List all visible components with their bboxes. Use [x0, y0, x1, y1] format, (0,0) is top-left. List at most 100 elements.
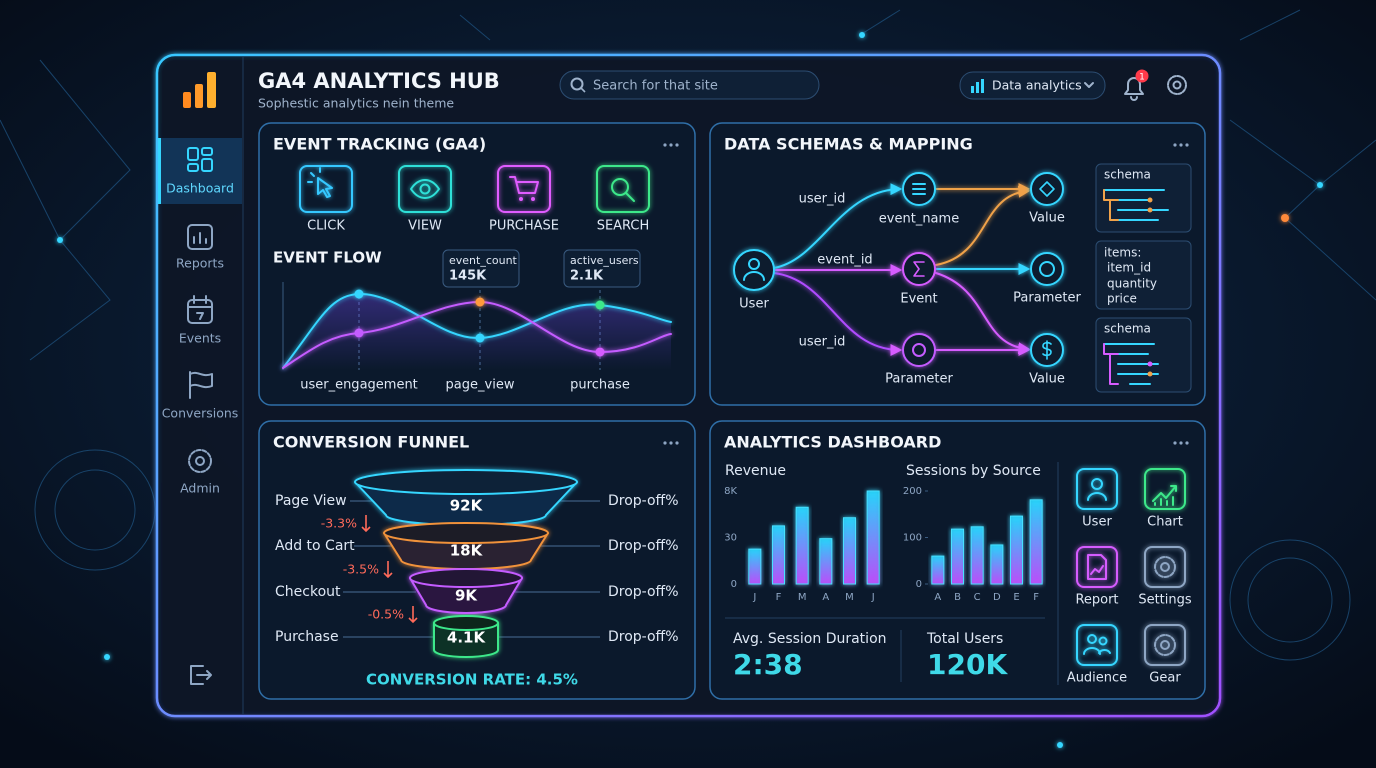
event-purchase-part[interactable] [497, 165, 551, 213]
nav-events-part-part[interactable] [187, 295, 213, 320]
nav-reports[interactable]: Reports [176, 224, 224, 271]
nav-label[interactable]: Reports [176, 256, 224, 271]
nav-conversions-part[interactable] [189, 371, 213, 399]
nav-dashboard-part-part[interactable] [201, 147, 213, 156]
more-menu-part[interactable] [1179, 143, 1183, 147]
screen-part [1076, 468, 1186, 666]
event-view-part[interactable] [410, 179, 440, 199]
more-menu-part[interactable] [1185, 441, 1189, 445]
settings-part[interactable] [1172, 80, 1182, 90]
more-menu-part[interactable] [663, 441, 667, 445]
search-box-part[interactable] [570, 77, 584, 91]
dropdown-part[interactable] [971, 79, 984, 93]
more-menu-part[interactable] [669, 441, 673, 445]
schema-minimap-part [1103, 189, 1119, 221]
more-menu-part[interactable] [669, 143, 673, 147]
nav-dashboard-part-part[interactable] [187, 147, 199, 161]
dropdown-part[interactable] [959, 71, 1106, 100]
more-menu-part[interactable] [663, 143, 667, 147]
active-bar [158, 138, 161, 204]
nav-label[interactable]: Admin [180, 481, 220, 496]
nav-dashboard-part[interactable] [187, 147, 213, 172]
action-label[interactable]: User [1082, 515, 1112, 530]
settings[interactable] [1167, 75, 1187, 95]
event-search-part[interactable] [625, 192, 635, 202]
search-box[interactable]: Search for that site [559, 70, 820, 100]
more-menu-part[interactable] [675, 143, 679, 147]
nav-dashboard-part-part[interactable] [201, 158, 213, 172]
node-label: Event [900, 292, 937, 307]
nav-reports-part-part[interactable] [187, 224, 213, 250]
action-label[interactable]: Audience [1067, 671, 1127, 686]
tooltip-part [442, 249, 520, 288]
logo-part [183, 92, 191, 108]
logout[interactable] [190, 665, 212, 685]
more-menu[interactable] [663, 441, 679, 445]
action-label[interactable]: Settings [1138, 593, 1192, 608]
more-menu-part[interactable] [1173, 441, 1177, 445]
event-purchase-part[interactable] [519, 197, 523, 201]
notifications[interactable]: 1 [1124, 69, 1149, 101]
event-search-part[interactable] [611, 178, 629, 196]
nav-reports-part-part[interactable] [193, 232, 207, 244]
more-menu[interactable] [663, 143, 679, 147]
action-label[interactable]: Gear [1149, 671, 1181, 686]
stage-value: 4.1K [447, 629, 487, 647]
nav-dashboard-part-part[interactable] [187, 163, 199, 172]
nav-reports-part[interactable] [187, 224, 213, 250]
notifications-part[interactable] [1135, 69, 1149, 83]
more-menu-part[interactable] [675, 441, 679, 445]
decor-part [34, 449, 156, 571]
dropdown[interactable]: Data analytics [959, 71, 1106, 100]
notifications-part[interactable] [1124, 77, 1144, 101]
nav-label[interactable]: Events [179, 331, 221, 346]
x-tick-label: C [974, 592, 981, 603]
event-click-part[interactable] [307, 167, 333, 198]
screen-part: User Chart Report Settings Audience Gear [1067, 515, 1192, 686]
event-view[interactable] [398, 165, 452, 213]
event-purchase[interactable] [497, 165, 551, 213]
dropdown-label[interactable]: Data analytics [992, 78, 1082, 93]
dropdown-part[interactable] [1084, 82, 1094, 88]
nav-admin-part[interactable] [188, 449, 212, 473]
decor-part [1247, 557, 1333, 643]
event-search-part[interactable] [596, 165, 650, 213]
dropdown-part-part[interactable] [976, 82, 979, 93]
bar [1010, 515, 1023, 585]
nav-events-part-part[interactable] [187, 299, 213, 324]
event-view-part[interactable] [419, 183, 431, 195]
schema-nodes-part [1030, 172, 1064, 206]
dropdown-part-part[interactable] [981, 79, 984, 93]
x-label: page_view [446, 378, 515, 393]
more-menu-part[interactable] [1179, 441, 1183, 445]
more-menu[interactable] [1173, 143, 1189, 147]
nav-admin[interactable]: Admin [180, 449, 220, 496]
screen-part-part-part [1076, 624, 1118, 666]
more-menu-part[interactable] [1185, 143, 1189, 147]
nav-events[interactable]: Events [179, 295, 221, 346]
more-menu[interactable] [1173, 441, 1189, 445]
event-click-part[interactable] [299, 165, 353, 213]
nav-label[interactable]: Conversions [162, 406, 239, 421]
event-view-part[interactable] [398, 165, 452, 213]
search-box-part[interactable] [580, 87, 586, 93]
notification-badge[interactable]: 1 [1139, 73, 1145, 83]
search-placeholder[interactable]: Search for that site [593, 79, 718, 94]
nav-label[interactable]: Dashboard [166, 181, 234, 196]
nav-dashboard[interactable]: Dashboard [166, 147, 234, 196]
nav-conversions[interactable]: Conversions [162, 371, 239, 421]
settings-part[interactable] [1167, 75, 1187, 95]
event-purchase-part[interactable] [509, 176, 539, 194]
event-purchase-part[interactable] [531, 197, 535, 201]
funnel-shape [354, 469, 578, 658]
logo [183, 72, 216, 108]
search-box-part[interactable] [559, 70, 820, 100]
event-search[interactable] [596, 165, 650, 213]
event-click[interactable] [299, 165, 353, 213]
action-label[interactable]: Report [1075, 593, 1118, 608]
nav-admin-part[interactable] [195, 456, 205, 466]
nav-events-part[interactable] [187, 295, 213, 324]
dropdown-part-part[interactable] [971, 86, 974, 93]
action-label[interactable]: Chart [1147, 515, 1183, 530]
more-menu-part[interactable] [1173, 143, 1177, 147]
